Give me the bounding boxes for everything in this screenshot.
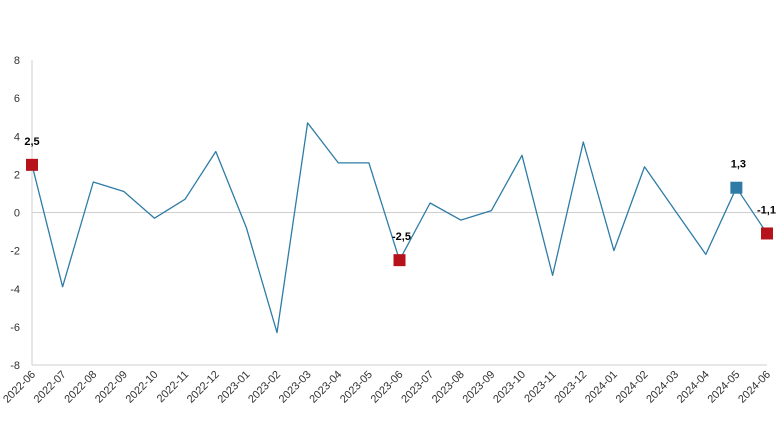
x-tick-label: 2024-01: [583, 369, 620, 406]
x-tick-label: 2023-04: [307, 369, 344, 406]
highlight-marker: [393, 254, 406, 267]
y-tick-label: -4: [10, 284, 20, 296]
x-tick-label: 2022-08: [62, 369, 99, 406]
y-tick-label: 2: [14, 169, 20, 181]
chart-axes: [31, 60, 767, 366]
x-tick-label: 2024-04: [675, 369, 712, 406]
x-axis-ticks: 2022-062022-072022-082022-092022-102022-…: [1, 369, 773, 406]
x-tick-label: 2023-12: [552, 369, 589, 406]
data-label: -1,1: [757, 204, 776, 216]
x-tick-label: 2023-07: [399, 369, 436, 406]
chart-series: [31, 122, 768, 334]
x-tick-label: 2023-11: [522, 369, 558, 405]
y-tick-label: 8: [14, 55, 20, 67]
data-label: 1,3: [731, 159, 746, 171]
x-tick-label: 2024-02: [614, 369, 651, 406]
x-tick-label: 2023-10: [491, 369, 528, 406]
y-tick-label: -8: [10, 360, 20, 372]
x-tick-label: 2022-11: [155, 369, 191, 405]
x-tick-label: 2023-03: [277, 369, 314, 406]
x-tick-label: 2022-12: [185, 369, 222, 406]
x-tick-label: 2023-01: [215, 369, 252, 406]
highlight-marker: [761, 227, 773, 240]
x-tick-label: 2023-05: [338, 369, 375, 406]
y-tick-label: -2: [10, 246, 20, 258]
y-axis-ticks: 8 6 4 2 0 -2 -4 -6 -8: [10, 55, 20, 372]
x-tick-label: 2023-02: [246, 369, 283, 406]
highlight-marker: [730, 181, 743, 194]
y-tick-label: 4: [14, 131, 20, 143]
x-tick-label: 2022-07: [32, 369, 69, 406]
x-tick-label: 2024-05: [705, 369, 742, 406]
series-line: [31, 122, 768, 334]
x-tick-label: 2024-03: [644, 369, 681, 406]
data-label: 2,5: [24, 136, 39, 148]
x-tick-label: 2022-06: [1, 369, 38, 406]
y-tick-label: -6: [10, 322, 20, 334]
x-tick-label: 2022-09: [93, 369, 130, 406]
data-label: -2,5: [392, 231, 411, 243]
highlight-marker: [26, 158, 38, 171]
x-tick-label: 2023-06: [369, 369, 406, 406]
y-tick-label: 0: [14, 208, 20, 220]
x-tick-label: 2024-06: [736, 369, 773, 406]
highlight-markers: 2,5 -2,5 1,3 -1,1: [24, 136, 776, 267]
x-tick-label: 2023-09: [460, 369, 497, 406]
y-tick-label: 6: [14, 93, 20, 105]
x-tick-label: 2023-08: [430, 369, 467, 406]
x-tick-label: 2022-10: [124, 369, 161, 406]
